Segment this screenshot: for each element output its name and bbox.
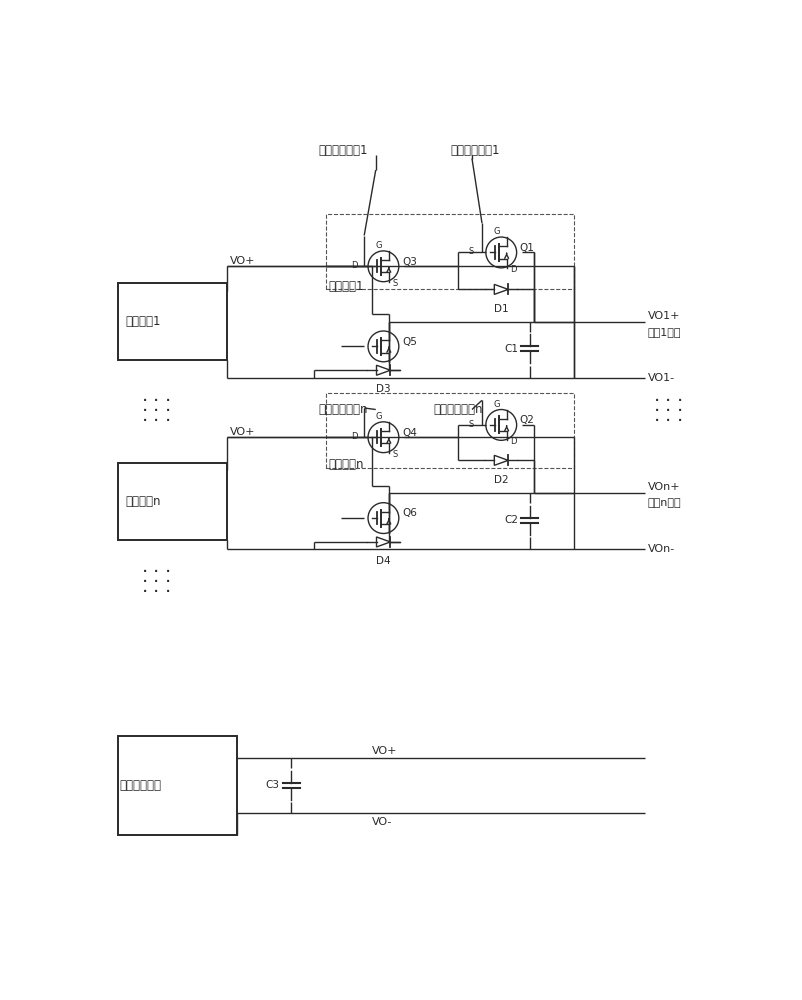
Text: VO+: VO+ — [371, 746, 397, 756]
Text: Q6: Q6 — [402, 508, 416, 518]
Text: ·: · — [141, 402, 148, 421]
Text: ·: · — [664, 402, 670, 421]
Text: 第二控制信号1: 第二控制信号1 — [450, 144, 500, 157]
Text: 兑余供电模块: 兑余供电模块 — [119, 779, 161, 792]
Text: ·: · — [153, 573, 160, 592]
Text: ·: · — [153, 412, 160, 431]
Polygon shape — [494, 284, 508, 294]
Text: G: G — [375, 412, 382, 421]
Text: ·: · — [153, 392, 160, 411]
Text: ·: · — [164, 402, 171, 421]
Text: D: D — [350, 432, 357, 441]
Text: ·: · — [164, 412, 171, 431]
Text: D1: D1 — [493, 304, 508, 314]
Text: Q5: Q5 — [402, 337, 416, 347]
Text: ·: · — [676, 402, 683, 421]
Text: ·: · — [164, 563, 171, 582]
Bar — [118, 283, 227, 360]
Polygon shape — [376, 365, 390, 375]
Polygon shape — [376, 537, 390, 547]
Text: VO-: VO- — [371, 817, 391, 827]
Text: 开关通道1: 开关通道1 — [327, 280, 363, 293]
Text: ·: · — [676, 412, 683, 431]
Text: ·: · — [141, 583, 148, 602]
Text: ·: · — [141, 392, 148, 411]
Text: 供电模块n: 供电模块n — [125, 495, 160, 508]
Text: Q3: Q3 — [402, 257, 416, 267]
Text: D: D — [510, 437, 516, 446]
Text: G: G — [493, 400, 500, 409]
Text: D3: D3 — [375, 384, 391, 394]
Text: ·: · — [141, 573, 148, 592]
Text: C3: C3 — [265, 780, 279, 790]
Text: 开关通道n: 开关通道n — [327, 458, 363, 471]
Text: Q2: Q2 — [519, 415, 534, 425]
Text: ·: · — [141, 412, 148, 431]
Text: VOn-: VOn- — [646, 544, 674, 554]
Text: 输出n电路: 输出n电路 — [646, 498, 680, 508]
Text: ·: · — [664, 412, 670, 431]
Text: G: G — [493, 227, 500, 236]
Text: ·: · — [153, 563, 160, 582]
Text: 输出1电路: 输出1电路 — [646, 327, 680, 337]
Text: 第一控制信号n: 第一控制信号n — [318, 403, 367, 416]
Text: S: S — [392, 450, 398, 459]
Text: VO+: VO+ — [229, 256, 254, 266]
Text: ·: · — [153, 402, 160, 421]
Text: ·: · — [141, 563, 148, 582]
Polygon shape — [494, 455, 508, 465]
Text: VOn+: VOn+ — [646, 482, 679, 492]
Text: ·: · — [653, 412, 659, 431]
Text: Q1: Q1 — [519, 243, 534, 253]
Text: VO1-: VO1- — [646, 373, 674, 383]
Text: C1: C1 — [504, 344, 517, 354]
Text: 第二控制信号n: 第二控制信号n — [433, 403, 482, 416]
Text: D2: D2 — [493, 475, 508, 485]
Text: D: D — [510, 265, 516, 274]
Text: ·: · — [164, 573, 171, 592]
Text: S: S — [392, 279, 398, 288]
Bar — [326, 214, 573, 289]
Text: D: D — [350, 261, 357, 270]
Text: Q4: Q4 — [402, 428, 416, 438]
Text: ·: · — [653, 402, 659, 421]
Text: S: S — [468, 420, 473, 429]
Text: 第一控制信号1: 第一控制信号1 — [318, 144, 367, 157]
Text: ·: · — [153, 583, 160, 602]
Text: ·: · — [664, 392, 670, 411]
Text: ·: · — [653, 392, 659, 411]
Text: 供电模块1: 供电模块1 — [125, 315, 160, 328]
Text: VO+: VO+ — [229, 427, 254, 437]
Text: ·: · — [676, 392, 683, 411]
Text: S: S — [468, 247, 473, 256]
Bar — [118, 463, 227, 540]
Text: G: G — [375, 241, 382, 250]
Text: ·: · — [164, 392, 171, 411]
Text: VO1+: VO1+ — [646, 311, 679, 321]
Text: D4: D4 — [375, 556, 391, 566]
Text: C2: C2 — [504, 515, 517, 525]
Bar — [118, 736, 237, 835]
Bar — [326, 393, 573, 468]
Text: ·: · — [164, 583, 171, 602]
